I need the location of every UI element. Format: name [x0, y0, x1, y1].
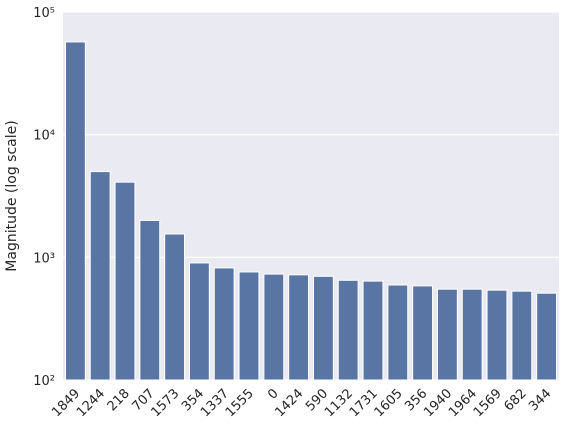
x-tick-label: 1555	[223, 386, 257, 420]
bar	[263, 273, 285, 381]
plot-area	[63, 12, 559, 380]
bar	[238, 271, 260, 381]
bar	[412, 285, 434, 381]
y-tick-label: 10⁴	[33, 129, 55, 144]
bar	[536, 292, 558, 381]
bar	[213, 267, 235, 381]
bar	[362, 280, 384, 381]
bar	[139, 219, 161, 381]
bar	[164, 233, 186, 381]
bar	[312, 275, 334, 381]
x-tick-label: 1964	[446, 386, 480, 420]
x-tick-label: 1132	[322, 386, 356, 420]
bar	[337, 279, 359, 381]
x-tick-label: 218	[105, 386, 133, 414]
bar	[64, 41, 86, 381]
bar	[486, 289, 508, 381]
x-tick-label: 682	[501, 386, 529, 414]
bar	[511, 290, 533, 381]
bar	[188, 262, 210, 381]
bar	[89, 171, 111, 381]
x-tick-label: 344	[526, 386, 554, 414]
bar	[461, 288, 483, 381]
x-tick-label: 1605	[372, 386, 406, 420]
x-tick-label: 1424	[272, 386, 306, 420]
y-axis-label: Magnitude (log scale)	[4, 120, 20, 271]
x-tick-label: 0	[265, 386, 281, 402]
bar	[387, 284, 409, 381]
bar	[288, 274, 310, 381]
x-tick-label: 1731	[347, 386, 381, 420]
bar	[114, 181, 136, 381]
x-tick-label: 1337	[198, 386, 232, 420]
y-tick-label: 10²	[33, 374, 55, 389]
y-tick-label: 10⁵	[33, 6, 55, 21]
bar	[436, 288, 458, 381]
x-tick-label: 1569	[471, 386, 505, 420]
x-tick-label: 1244	[74, 386, 108, 420]
y-tick-label: 10³	[33, 251, 55, 266]
x-tick-label: 1573	[148, 386, 182, 420]
